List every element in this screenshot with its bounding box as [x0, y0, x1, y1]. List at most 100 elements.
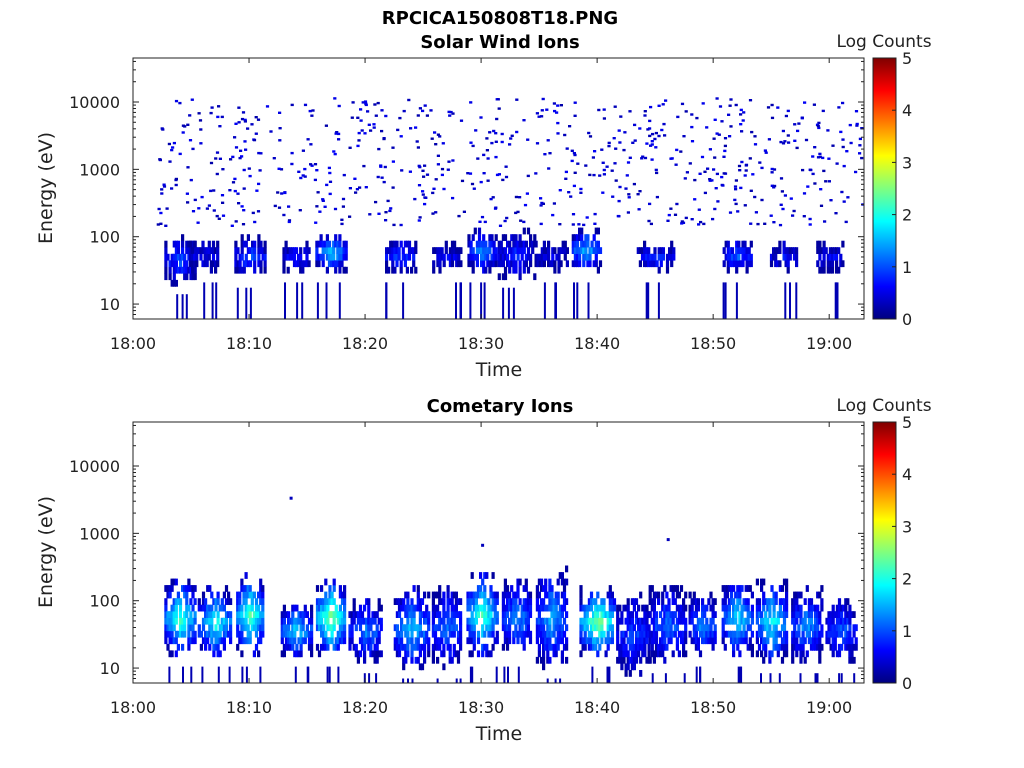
heatmap-cell	[377, 637, 381, 645]
heatmap-cell	[407, 678, 409, 683]
heatmap-cell	[605, 165, 609, 168]
heatmap-cell	[446, 591, 450, 599]
heatmap-cell	[503, 637, 507, 645]
heatmap-cell	[652, 656, 656, 664]
heatmap-cell	[580, 234, 584, 241]
heatmap-cell	[525, 192, 529, 195]
heatmap-cell	[261, 247, 265, 254]
heatmap-cell	[852, 624, 856, 632]
heatmap-cell	[610, 598, 614, 605]
heatmap-cell	[553, 266, 557, 274]
heatmap-cell	[637, 624, 641, 632]
heatmap-cell	[811, 637, 816, 645]
y-tick-label: 1000	[79, 524, 120, 543]
heatmap-cell	[420, 611, 425, 618]
heatmap-cell	[397, 630, 402, 638]
heatmap-cell	[185, 247, 189, 254]
heatmap-cell	[729, 598, 734, 605]
heatmap-cell	[299, 650, 303, 658]
heatmap-cell	[499, 247, 503, 254]
heatmap-cell	[244, 240, 248, 248]
heatmap-cell	[436, 247, 440, 254]
heatmap-cell	[675, 637, 679, 645]
heatmap-cell	[593, 212, 597, 216]
heatmap-cell	[210, 604, 214, 612]
heatmap-cell	[782, 611, 787, 618]
heatmap-cell	[484, 240, 488, 248]
heatmap-cell	[292, 260, 297, 268]
heatmap-cell	[389, 240, 393, 248]
heatmap-cell	[178, 152, 182, 156]
heatmap-cell	[671, 598, 675, 605]
heatmap-cell	[648, 656, 652, 664]
heatmap-cell	[701, 624, 705, 632]
heatmap-cell	[320, 585, 324, 592]
heatmap-cell	[199, 128, 203, 131]
heatmap-cell	[222, 630, 226, 638]
heatmap-cell	[493, 637, 497, 645]
heatmap-cell	[293, 617, 297, 625]
heatmap-cell	[519, 219, 523, 222]
heatmap-cell	[423, 196, 427, 199]
heatmap-cell	[248, 630, 252, 638]
heatmap-cell	[500, 140, 504, 144]
heatmap-cell	[259, 624, 263, 632]
heatmap-cell	[438, 624, 442, 632]
heatmap-cell	[821, 156, 825, 160]
heatmap-cell	[455, 260, 459, 268]
heatmap-cell	[469, 260, 473, 268]
heatmap-cell	[348, 624, 352, 632]
heatmap-cell	[178, 598, 183, 605]
heatmap-cell	[542, 637, 546, 645]
heatmap-cell	[303, 604, 307, 612]
heatmap-cell	[647, 253, 651, 261]
heatmap-cell	[755, 650, 759, 658]
heatmap-cell	[491, 572, 495, 579]
heatmap-cell	[348, 215, 352, 218]
heatmap-cell	[565, 643, 569, 651]
heatmap-cell	[774, 260, 778, 268]
heatmap-cell	[338, 253, 342, 261]
heatmap-cell	[763, 222, 767, 225]
heatmap-cell	[491, 624, 495, 632]
heatmap-cell	[172, 598, 176, 605]
heatmap-cell	[446, 598, 450, 605]
heatmap-cell	[229, 637, 233, 645]
heatmap-cell	[406, 598, 410, 605]
heatmap-cell	[711, 643, 715, 651]
heatmap-cell	[596, 266, 600, 274]
heatmap-cell	[520, 240, 524, 248]
heatmap-cell	[512, 591, 516, 599]
heatmap-cell	[628, 617, 632, 625]
heatmap-cell	[844, 624, 848, 632]
heatmap-cell	[315, 624, 320, 632]
heatmap-cell	[769, 253, 774, 261]
heatmap-cell	[284, 630, 289, 638]
heatmap-cell	[840, 611, 844, 618]
heatmap-cell	[340, 218, 344, 221]
heatmap-cell	[518, 247, 522, 254]
heatmap-cell	[535, 624, 539, 632]
heatmap-cell	[351, 101, 355, 104]
heatmap-cell	[854, 637, 858, 645]
heatmap-cell	[399, 135, 403, 138]
heatmap-cell	[537, 624, 541, 632]
heatmap-cell	[776, 106, 780, 109]
heatmap-cell	[218, 125, 222, 128]
heatmap-cell	[562, 630, 567, 638]
heatmap-cell	[848, 637, 852, 645]
heatmap-cell	[475, 253, 479, 261]
heatmap-cell	[427, 637, 431, 645]
heatmap-cell	[218, 604, 222, 612]
heatmap-cell	[170, 279, 174, 287]
heatmap-cell	[651, 132, 655, 136]
heatmap-cell	[584, 247, 588, 254]
heatmap-cell	[477, 227, 482, 235]
heatmap-cell	[348, 630, 352, 638]
heatmap-cell	[430, 137, 434, 140]
heatmap-cell	[459, 598, 463, 605]
heatmap-cell	[622, 650, 626, 658]
heatmap-cell	[360, 129, 364, 132]
heatmap-cell	[772, 630, 776, 638]
